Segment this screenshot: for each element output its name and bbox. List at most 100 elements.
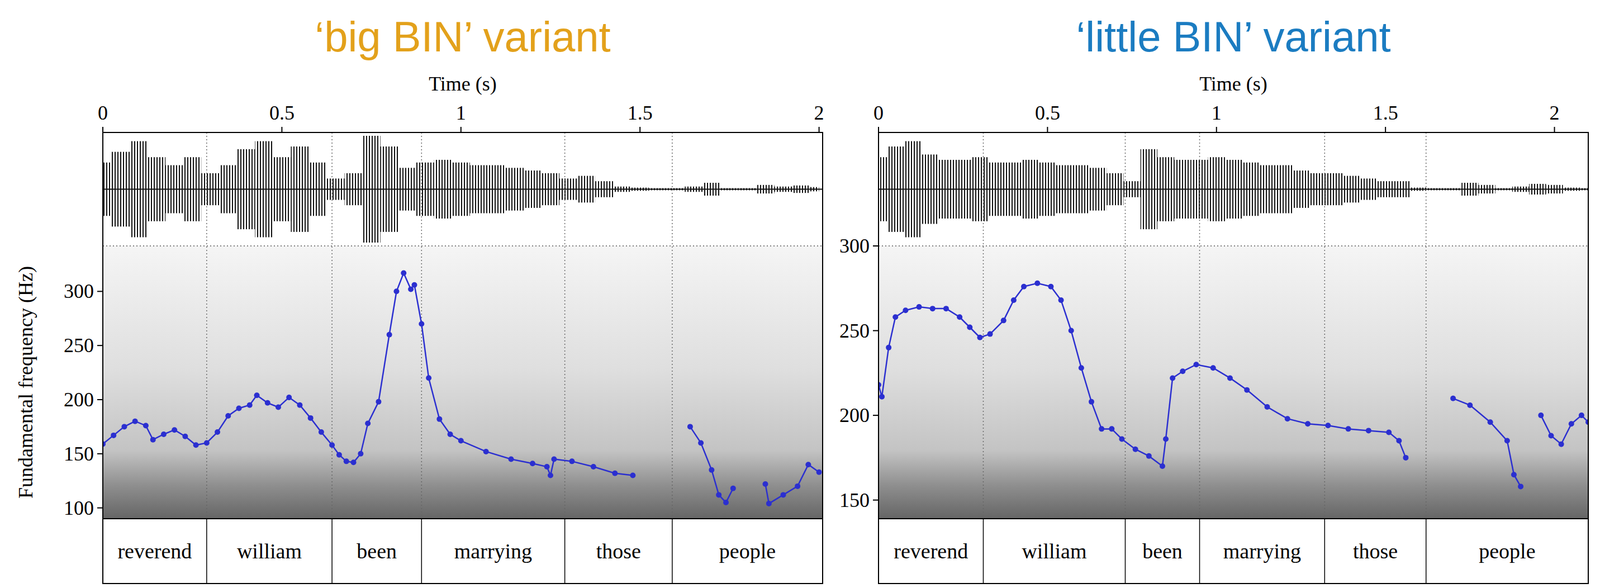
y-tick [97,507,103,509]
pitch-point [350,459,357,465]
pitch-point [1078,364,1085,371]
waveform-segment [523,170,542,208]
spectrogram [102,245,823,519]
x-tick-label: 1.5 [1373,101,1399,125]
frame [878,132,1589,584]
pitch-point [1537,412,1544,419]
x-tick [639,126,641,133]
waveform-segment [1444,188,1462,191]
pitch-point [1047,283,1054,290]
y-tick [872,330,879,332]
pitch-point [254,392,260,398]
word-boundary [983,518,985,584]
waveform-segment [1377,181,1394,198]
waveform-segment [577,176,596,203]
pitch-point [203,439,210,446]
pitch-point [483,448,489,455]
word-boundary-dotted [1124,132,1127,519]
waveform-segment [720,188,739,191]
pitch-point [214,429,221,435]
waveform-segment [648,188,667,191]
waveform-segment [1038,162,1056,217]
pitch-point [1010,297,1017,303]
pitch-point [929,305,936,312]
waveform-segment [1343,176,1361,203]
waveform-segment [792,185,811,193]
pitch-point [687,423,693,430]
waveform-segment [1393,181,1411,198]
word-label: reverend [893,539,968,563]
waveform-segment [559,178,578,200]
waveform-segment [1292,170,1310,208]
waveform-segment [1225,159,1242,219]
waveform-segment [398,167,417,211]
pitch-point [236,405,242,411]
pitch-track [102,269,823,506]
waveform-segment [487,165,506,214]
pitch-line [878,283,1589,487]
pitch-point [1088,399,1095,405]
pitch-point [1159,463,1166,469]
word-label: those [1352,539,1398,563]
waveform-segment [1022,159,1039,219]
pitch-point [529,460,536,467]
x-tick [1554,126,1556,133]
x-tick-label: 1.5 [627,101,653,125]
word-label: people [719,539,776,563]
pitch-point [171,426,178,433]
separator [878,245,1589,247]
pitch-point [568,458,575,464]
y-tick-label: 300 [63,279,94,303]
figure: ‘big BIN’ variantTime (s)00.511.52revere… [0,0,1600,588]
pitch-point [193,442,199,448]
word-label: people [1478,539,1536,563]
x-tick [1046,126,1048,133]
pitch-point [447,431,454,438]
waveform-segment [1309,173,1327,206]
pitch-point [1193,361,1199,368]
waveform-segment [1478,184,1495,194]
pitch-point [357,450,364,457]
waveform-segment [111,152,130,227]
word-label: marrying [454,539,533,563]
pitch-point [143,422,149,429]
pitch-point [411,282,417,288]
x-tick-label: 2 [1549,101,1560,125]
word-boundary [1425,518,1427,584]
pitch-point [264,400,271,406]
waveform-segment [878,157,887,222]
y-tick [872,414,879,416]
word-boundary-dotted [1425,132,1427,519]
pitch-point [160,431,167,438]
y-tick [97,399,103,401]
y-tick [872,245,879,247]
pitch-point [1227,374,1233,381]
x-tick [460,126,462,133]
pitch-point [418,320,425,327]
waveform-segment [434,159,453,219]
pitch-point [698,439,704,446]
waveform-segment [1106,173,1124,206]
word-label: marrying [1223,539,1302,563]
waveform-segment [666,188,685,191]
word-boundary [331,518,333,584]
tier-border [878,518,1589,520]
pitch-point [336,452,343,458]
pitch-point [1385,429,1392,435]
x-tick [818,126,820,133]
pitch-point [1504,438,1511,444]
waveform-segment [1140,149,1158,230]
x-tick [1384,126,1386,133]
pitch-point [1304,420,1311,427]
pitch-point [1365,427,1372,434]
word-boundary [1324,518,1326,584]
x-tick-label: 0.5 [269,101,295,125]
x-tick [102,126,104,133]
waveform-segment [505,167,524,211]
waveform-segment [988,162,1006,217]
y-tick-label: 150 [63,442,94,465]
y-axis-title: Fundamental frequency (Hz) [14,266,37,499]
waveform-segment [1157,157,1175,222]
pitch-point [110,432,117,439]
pitch-point [393,288,400,294]
